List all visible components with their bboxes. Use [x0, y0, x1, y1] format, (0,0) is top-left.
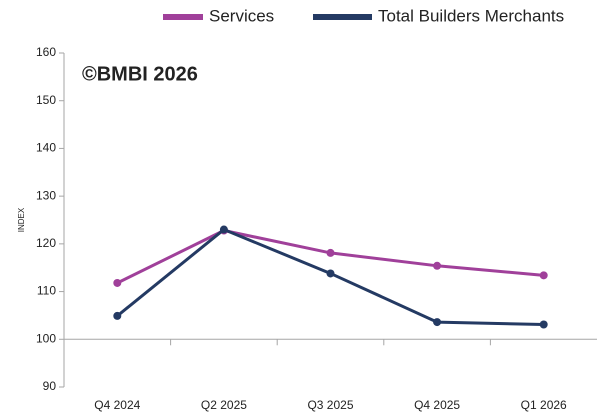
y-tick-label: 150: [36, 93, 56, 107]
y-tick-label: 160: [36, 45, 56, 59]
x-tick-label: Q4 2024: [94, 398, 140, 412]
x-tick-label: Q4 2025: [414, 398, 460, 412]
data-point: [219, 225, 228, 234]
y-axis-label: INDEX: [17, 207, 26, 232]
data-point: [326, 269, 335, 278]
x-tick-label: Q1 2026: [521, 398, 567, 412]
legend-label: Total Builders Merchants: [378, 6, 564, 25]
legend-label: Services: [209, 6, 274, 25]
x-tick-label: Q2 2025: [201, 398, 247, 412]
data-point: [433, 261, 442, 270]
y-tick-label: 110: [37, 284, 56, 298]
data-point: [539, 320, 548, 329]
data-point: [433, 318, 442, 327]
annotation: ©BMBI 2026: [82, 63, 198, 85]
data-point: [539, 271, 548, 280]
y-tick-label: 140: [36, 141, 56, 155]
y-tick-label: 100: [36, 331, 56, 345]
x-tick-label: Q3 2025: [307, 398, 353, 412]
data-point: [326, 248, 335, 257]
y-tick-label: 120: [36, 236, 56, 250]
y-tick-label: 90: [43, 379, 57, 393]
y-tick-label: 130: [36, 188, 56, 202]
data-point: [113, 278, 122, 287]
data-point: [113, 311, 122, 320]
